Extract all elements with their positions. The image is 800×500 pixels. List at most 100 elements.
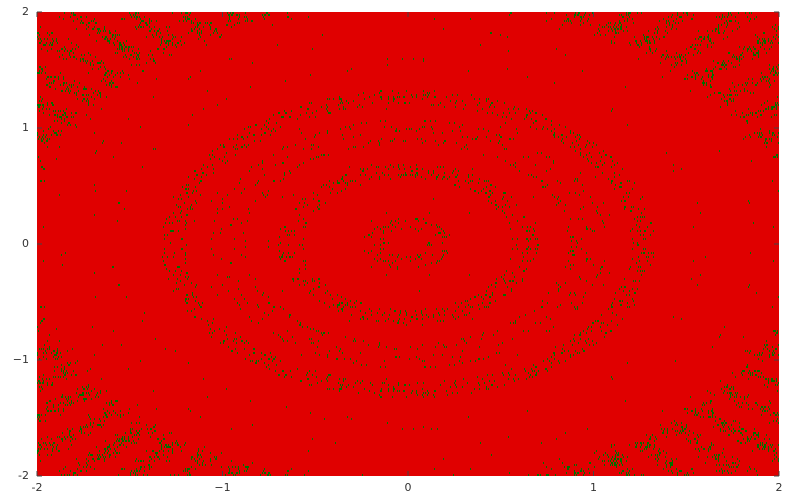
basin-region [289,170,290,172]
basin-region [363,106,444,108]
basin-region [275,180,280,182]
basin-region [350,306,351,308]
basin-region [511,280,512,282]
basin-region [640,260,647,262]
basin-region [742,54,753,56]
basin-region [183,20,184,22]
basin-region [523,278,580,280]
basin-region [222,34,322,36]
basin-region [257,290,258,292]
basin-region [346,188,470,190]
basin-region [334,98,339,100]
basin-region [98,30,99,32]
basin-region [116,36,146,38]
basin-region [332,298,333,300]
basin-region [612,28,614,30]
basin-region [742,52,743,54]
basin-region [291,256,292,258]
basin-region [268,240,269,242]
basin-region [328,132,433,134]
basin-region [37,108,42,110]
basin-region [614,188,615,190]
basin-region [435,120,436,122]
basin-region [624,196,628,198]
basin-region [56,38,57,40]
basin-region [748,120,779,122]
basin-region [711,76,713,78]
basin-region [572,142,573,144]
basin-region [178,288,179,290]
basin-region [215,28,217,30]
basin-region [757,132,758,134]
basin-region [770,48,779,50]
basin-region [209,154,210,156]
basin-region [192,114,193,116]
basin-region [131,64,132,66]
basin-region [500,136,502,138]
basin-region [122,70,123,72]
basin-region [565,266,566,268]
basin-region [155,60,423,62]
basin-region [238,14,239,16]
basin-region [311,102,312,104]
basin-region [748,200,749,202]
basin-region [37,240,245,242]
basin-region [53,40,54,42]
basin-region [74,116,281,118]
basin-region [778,28,779,30]
basin-region [39,138,41,140]
basin-region [262,162,263,164]
basin-region [712,74,714,76]
basin-region [246,256,279,258]
basin-region [513,138,514,140]
basin-region [582,218,583,220]
basin-region [88,72,89,74]
basin-region [197,190,268,192]
basin-region [650,40,654,42]
basin-region [492,112,493,114]
basin-region [477,138,509,140]
basin-region [45,306,200,308]
basin-region [533,122,534,124]
basin-region [575,254,779,256]
basin-region [470,298,471,300]
basin-region [88,98,94,100]
basin-region [232,12,234,14]
basin-region [319,282,320,284]
basin-region [649,42,651,44]
basin-region [84,22,88,24]
basin-region [129,58,130,60]
basin-region [561,200,621,202]
basin-region [138,26,139,28]
basin-region [569,18,581,20]
basin-region [107,36,112,38]
basin-region [37,74,104,76]
basin-region [622,16,624,18]
basin-region [129,78,130,80]
basin-region [771,84,779,86]
basin-region [185,16,186,18]
basin-region [138,58,139,60]
basin-region [385,126,391,128]
basin-region [130,46,131,48]
basin-region [496,278,497,280]
basin-region [751,50,752,52]
basin-region [511,164,513,166]
basin-region [484,128,516,130]
basin-region [593,146,766,148]
basin-region [503,206,509,208]
basin-region [331,294,337,296]
basin-region [611,110,612,112]
basin-region [428,92,429,94]
basin-region [64,76,107,78]
basin-region [614,24,615,26]
basin-region [571,130,769,132]
basin-region [180,206,181,208]
basin-region [206,174,207,176]
basin-region [615,176,779,178]
basin-region [563,134,577,136]
basin-region [101,92,363,94]
basin-region [263,160,505,162]
basin-region [558,136,559,138]
basin-region [531,118,532,120]
